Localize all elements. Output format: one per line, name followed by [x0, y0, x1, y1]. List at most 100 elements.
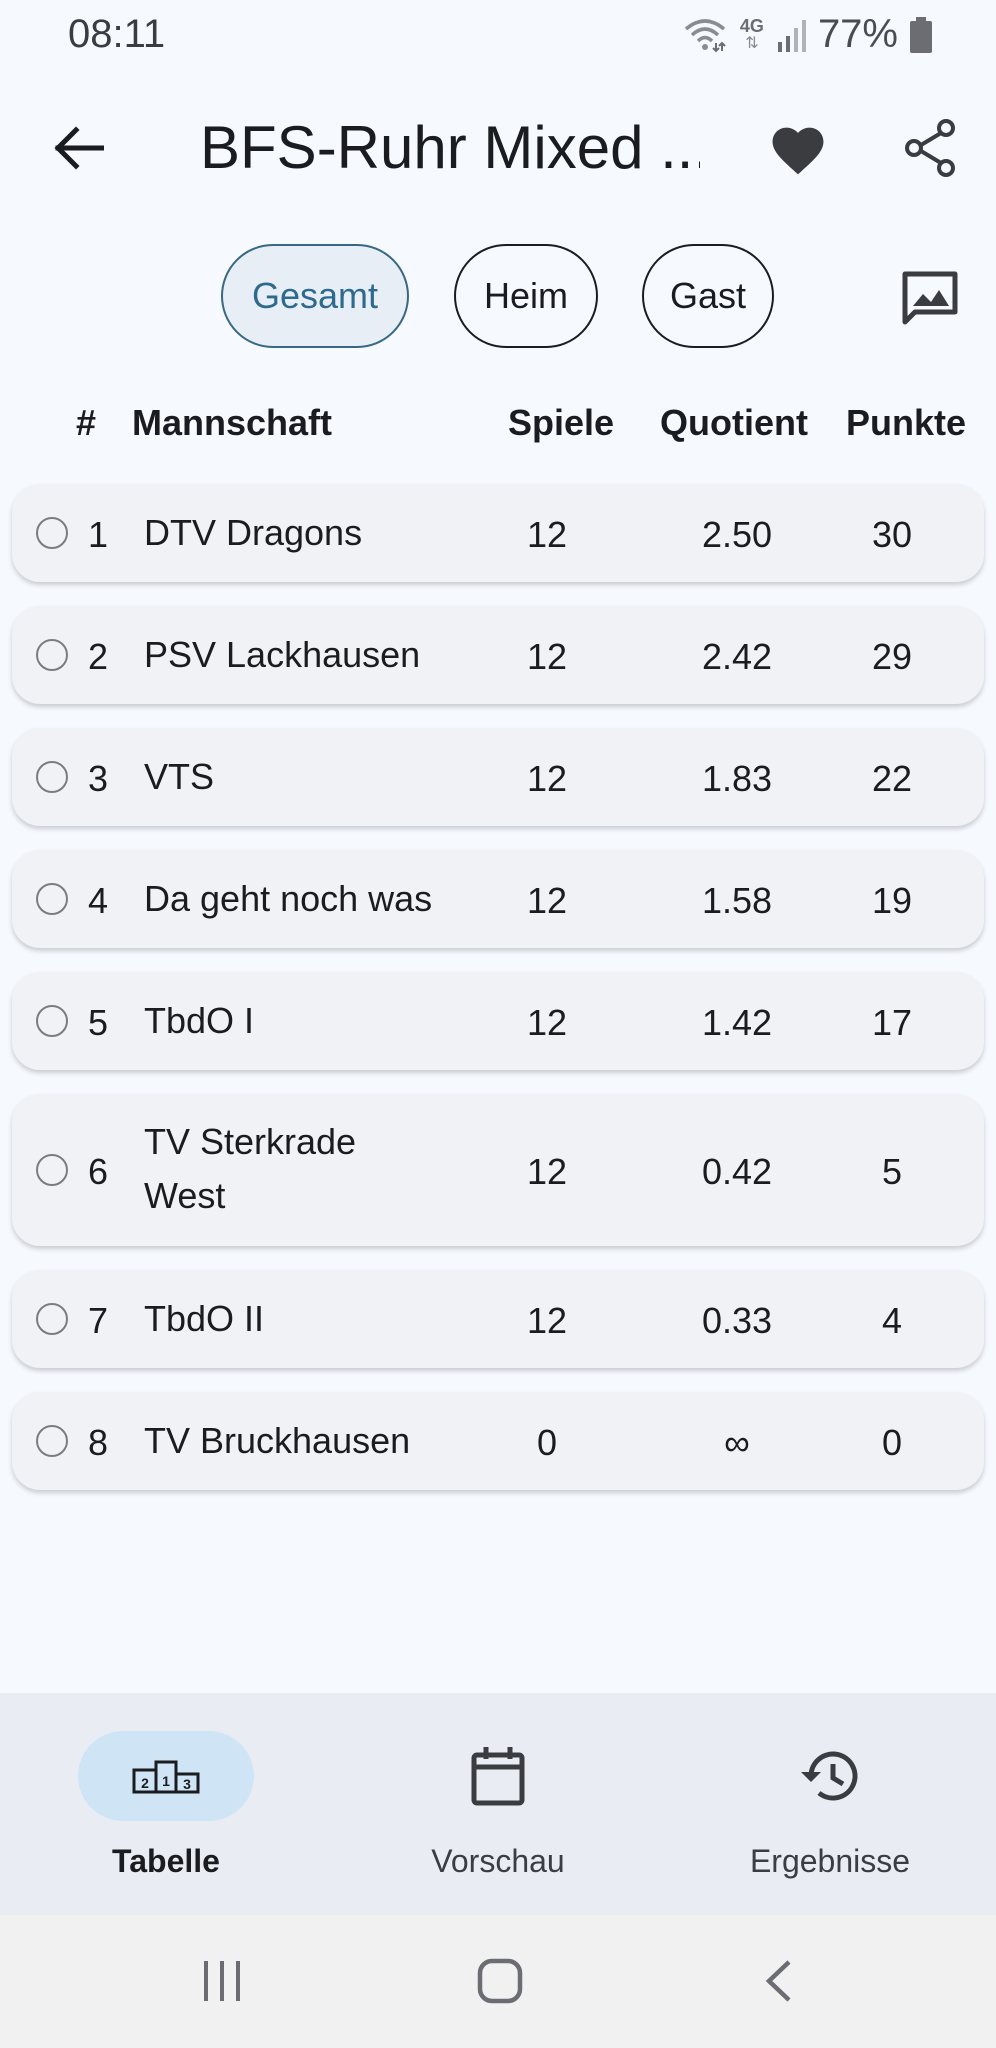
table-row[interactable]: 2 PSV Lackhausen 12 2.42 29 [12, 606, 984, 704]
back-button[interactable] [40, 110, 116, 186]
image-icon [902, 271, 958, 325]
battery-icon [910, 16, 932, 53]
status-bar: 08:11 4G ⇅ 77% [0, 0, 996, 70]
nav-label: Tabelle [112, 1843, 220, 1879]
row-quotient: 1.83 [701, 758, 773, 799]
chip-gast[interactable]: Gast [642, 244, 774, 348]
row-team: DTV Dragons [144, 512, 363, 553]
battery-percent: 77% [817, 12, 898, 56]
row-team: VTS [144, 756, 215, 797]
nav-indicator [742, 1731, 918, 1821]
svg-text:2: 2 [141, 1775, 149, 1791]
row-quotient: 2.42 [701, 636, 773, 677]
nav-tabelle[interactable]: 2 1 3 Tabelle [0, 1731, 300, 1881]
row-quotient: 2.50 [701, 514, 773, 555]
row-games: 0 [536, 1422, 558, 1463]
header-games: Spiele [508, 402, 615, 443]
row-rank: 3 [88, 758, 109, 799]
filter-chips: Gesamt Heim Gast [0, 244, 996, 348]
chip-heim[interactable]: Heim [454, 244, 598, 348]
row-team: TV Bruckhausen [144, 1420, 411, 1461]
table-row[interactable]: 4 Da geht noch was 12 1.58 19 [12, 850, 984, 948]
row-quotient: 1.42 [701, 1002, 773, 1043]
chip-gesamt[interactable]: Gesamt [221, 244, 409, 348]
row-games: 12 [526, 636, 568, 677]
share-icon [905, 119, 955, 177]
row-select-radio[interactable] [36, 1154, 68, 1186]
row-points: 17 [871, 1002, 913, 1043]
page-title: BFS-Ruhr Mixed ... [200, 114, 700, 181]
row-games: 12 [526, 880, 568, 921]
table-row[interactable]: 6 TV Sterkrade West 12 0.42 5 [12, 1094, 984, 1246]
nav-vorschau[interactable]: Vorschau [332, 1731, 632, 1881]
share-button[interactable] [890, 108, 970, 188]
row-rank: 4 [88, 880, 109, 921]
nav-label: Ergebnisse [749, 1843, 911, 1879]
row-quotient: 0.42 [701, 1151, 773, 1192]
export-image-button[interactable] [890, 268, 970, 328]
network-label: 4G [739, 15, 764, 36]
header-rank: # [76, 402, 97, 443]
table-row[interactable]: 8 TV Bruckhausen 0 ∞ 0 [12, 1392, 984, 1490]
row-select-radio[interactable] [36, 1005, 68, 1037]
row-quotient: ∞ [724, 1422, 750, 1463]
signal-icon [777, 19, 806, 52]
row-team: Da geht noch was [144, 878, 433, 919]
podium-icon: 2 1 3 [132, 1760, 200, 1794]
row-points: 22 [871, 758, 913, 799]
row-rank: 2 [88, 636, 109, 677]
calendar-icon [471, 1747, 525, 1806]
favorite-button[interactable] [758, 108, 838, 188]
row-select-radio[interactable] [36, 761, 68, 793]
table-row[interactable]: 5 TbdO I 12 1.42 17 [12, 972, 984, 1070]
app-bar: BFS-Ruhr Mixed ... [0, 90, 996, 200]
table-row[interactable]: 3 VTS 12 1.83 22 [12, 728, 984, 826]
row-points: 5 [881, 1151, 903, 1192]
table-header: # Mannschaft Spiele Quotient Punkte [0, 392, 996, 452]
system-navigation-bar [0, 1915, 996, 2048]
row-team: TV Sterkrade West [144, 1121, 357, 1216]
row-points: 0 [881, 1422, 903, 1463]
nav-ergebnisse[interactable]: Ergebnisse [664, 1731, 964, 1881]
history-icon [801, 1751, 858, 1801]
row-team: TbdO I [144, 1000, 255, 1041]
table-row[interactable]: 7 TbdO II 12 0.33 4 [12, 1270, 984, 1368]
row-quotient: 1.58 [701, 880, 773, 921]
row-games: 12 [526, 1002, 568, 1043]
wifi-icon [684, 18, 726, 52]
row-select-radio[interactable] [36, 1303, 68, 1335]
row-rank: 7 [88, 1300, 109, 1341]
recent-apps-button[interactable] [182, 1951, 262, 2011]
row-quotient: 0.33 [701, 1300, 773, 1341]
row-points: 4 [881, 1300, 903, 1341]
row-games: 12 [526, 514, 568, 555]
header-quotient: Quotient [660, 402, 808, 443]
status-time: 08:11 [68, 12, 166, 56]
system-back-button[interactable] [738, 1951, 818, 2011]
row-points: 29 [871, 636, 913, 677]
network-indicator: 4G ⇅ [739, 15, 764, 52]
svg-text:3: 3 [183, 1776, 191, 1792]
chevron-left-icon [765, 1960, 791, 2002]
row-rank: 8 [88, 1422, 109, 1463]
status-icons: 4G ⇅ 77% [682, 12, 932, 57]
row-rank: 1 [88, 514, 109, 555]
row-team: TbdO II [144, 1298, 265, 1339]
row-points: 19 [871, 880, 913, 921]
nav-indicator: 2 1 3 [78, 1731, 254, 1821]
bottom-navigation: 2 1 3 Tabelle Vorschau Ergebnisse [0, 1693, 996, 1915]
row-select-radio[interactable] [36, 517, 68, 549]
row-select-radio[interactable] [36, 1425, 68, 1457]
header-points: Punkte [846, 402, 967, 443]
row-team: PSV Lackhausen [144, 634, 421, 675]
row-rank: 5 [88, 1002, 109, 1043]
home-button[interactable] [460, 1951, 540, 2011]
row-games: 12 [526, 1151, 568, 1192]
row-rank: 6 [88, 1151, 109, 1192]
row-games: 12 [526, 1300, 568, 1341]
nav-indicator [410, 1731, 586, 1821]
row-select-radio[interactable] [36, 883, 68, 915]
table-row[interactable]: 1 DTV Dragons 12 2.50 30 [12, 484, 984, 582]
row-select-radio[interactable] [36, 639, 68, 671]
heart-icon [772, 127, 824, 175]
